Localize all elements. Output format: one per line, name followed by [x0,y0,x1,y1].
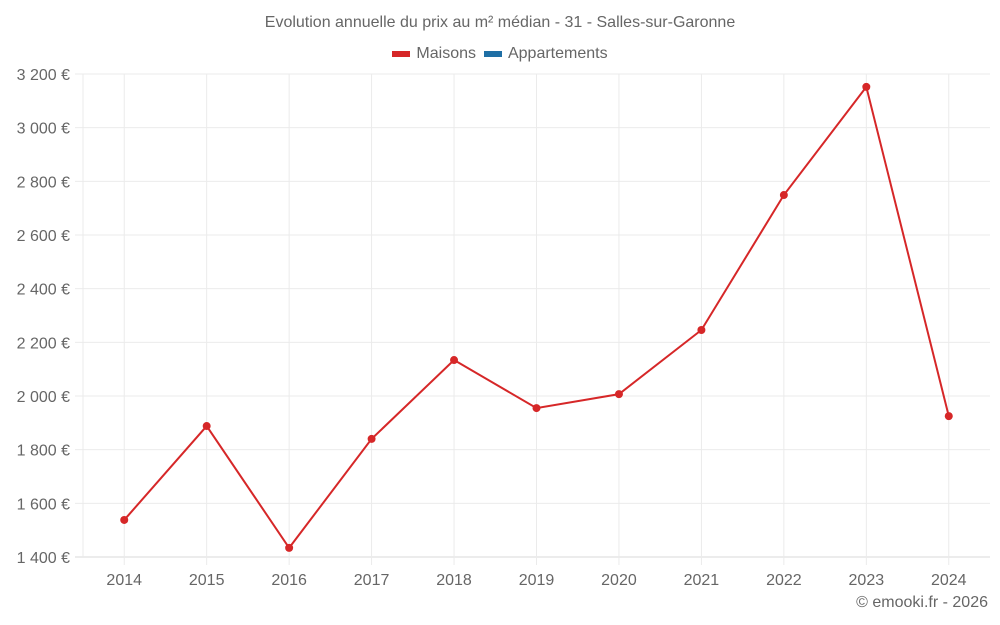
y-tick-label: 2 600 € [17,228,70,245]
legend-swatch-appartements [483,51,502,57]
x-tick-label: 2016 [271,572,307,589]
legend-swatch-maisons [392,51,411,57]
data-point[interactable] [285,543,294,552]
y-axis: 1 400 € 1 600 € 1 800 € 2 000 € 2 200 € 2 400… [17,67,70,567]
data-point[interactable] [779,191,788,200]
x-tick-label: 2017 [354,572,390,589]
x-tick-label: 2018 [436,572,472,589]
x-tick-label: 2023 [849,572,885,589]
y-tick-label: 2 400 € [17,282,70,299]
data-point[interactable] [120,515,129,524]
y-tick-label: 2 200 € [17,335,70,352]
y-tick-label: 2 800 € [17,174,70,191]
legend-item-maisons[interactable]: Maisons [392,45,476,63]
y-tick-label: 1 800 € [17,443,70,460]
x-tick-label: 2019 [519,572,555,589]
chart-title: Evolution annuelle du prix au m² médian … [264,14,736,31]
grid-lines [75,73,990,565]
data-point[interactable] [862,82,871,91]
y-tick-label: 3 000 € [17,121,70,138]
x-tick-label: 2022 [766,572,802,589]
x-tick-label: 2021 [684,572,720,589]
credit-text: © emooki.fr - 2026 [856,594,988,611]
x-tick-label: 2014 [106,572,142,589]
y-tick-label: 1 600 € [17,496,70,513]
data-point[interactable] [614,390,623,399]
data-point[interactable] [450,356,459,365]
legend-label-maisons: Maisons [416,45,476,62]
x-tick-label: 2015 [189,572,225,589]
y-tick-label: 2 000 € [17,389,70,406]
data-point[interactable] [944,412,953,421]
data-point[interactable] [367,434,376,443]
chart-legend: Maisons Appartements [0,45,1000,63]
x-axis: 2014 2015 2016 2017 2018 2019 2020 2021 2022 2023… [106,572,966,589]
series-maisons [120,82,953,552]
x-tick-label: 2020 [601,572,637,589]
x-tick-label: 2024 [931,572,967,589]
data-point[interactable] [532,404,541,413]
data-point[interactable] [697,325,706,334]
y-tick-label: 1 400 € [17,550,70,567]
legend-item-appartements[interactable]: Appartements [483,45,608,63]
legend-label-appartements: Appartements [507,45,608,62]
data-point[interactable] [202,422,211,431]
y-tick-label: 3 200 € [17,67,70,84]
